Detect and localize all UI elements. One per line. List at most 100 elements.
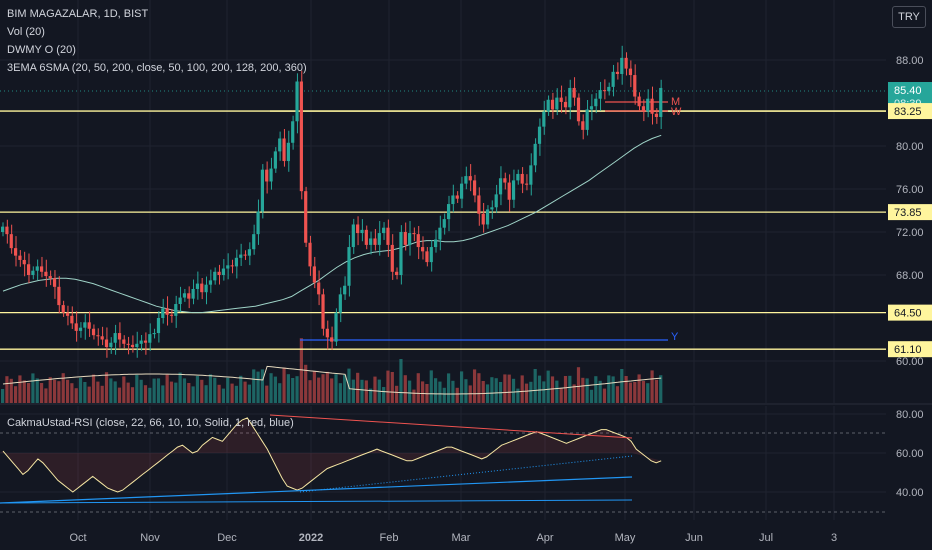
volume-bar (65, 379, 70, 403)
candle-body (126, 343, 130, 345)
volume-bar (624, 376, 628, 403)
candle-body (386, 227, 390, 245)
volume-bar (321, 374, 325, 403)
volume-bar (607, 375, 611, 403)
time-tick-label: May (615, 532, 636, 544)
volume-bar (338, 383, 342, 403)
volume-bar (459, 371, 464, 403)
volume-bar (239, 375, 243, 403)
candle-body (524, 183, 529, 185)
candle-body (507, 182, 511, 200)
candle-body (581, 121, 585, 130)
volume-bar (559, 388, 563, 403)
price-tick-label: 76.00 (896, 184, 924, 196)
volume-bar (542, 381, 546, 403)
m-label: M (671, 96, 680, 108)
volume-bar (325, 371, 329, 403)
volume-bar (126, 382, 130, 403)
rsi-indicator-title[interactable]: CakmaUstad-RSI (close, 22, 66, 10, 10, S… (7, 417, 294, 429)
candle-body (572, 87, 576, 98)
candle-body (187, 293, 191, 299)
level-tag: 73.85 (894, 207, 922, 219)
candle-body (282, 138, 286, 162)
volume-bar (57, 381, 61, 403)
candle-body (494, 194, 498, 208)
candle-body (130, 344, 135, 348)
candle-body (83, 322, 87, 328)
candle-body (247, 249, 252, 256)
w-label: W (671, 106, 682, 118)
candle-body (472, 180, 477, 196)
candle-body (637, 96, 641, 107)
ma-line (2, 134, 662, 314)
volume-bar (533, 369, 537, 403)
indicator-dwmy[interactable]: DWMY O (20) (7, 44, 76, 56)
volume-bar (524, 383, 529, 403)
candle-body (537, 126, 542, 144)
candlestick-series[interactable] (1, 45, 663, 358)
volume-bar (44, 388, 48, 403)
volume-bar (650, 370, 654, 403)
candle-body (70, 315, 74, 324)
candle-body (533, 143, 537, 166)
indicator-ema-sma[interactable]: 3EMA 6SMA (20, 50, 200, close, 50, 100, … (7, 62, 307, 74)
candle-body (48, 276, 52, 279)
candle-body (503, 178, 507, 183)
symbol-title[interactable]: BIM MAGAZALAR, 1D, BIST (7, 8, 149, 20)
volume-bar (234, 385, 239, 403)
candle-body (65, 312, 70, 316)
volume-bar (252, 369, 256, 403)
volume-bar (429, 370, 433, 403)
volume-bar (390, 372, 394, 403)
candle-body (273, 151, 277, 169)
candle-body (52, 278, 57, 287)
volume-bar (464, 379, 468, 403)
candle-body (477, 195, 481, 214)
time-tick-label: Nov (140, 532, 160, 544)
volume-bar (563, 376, 568, 403)
time-tick-label: Apr (536, 532, 553, 544)
volume-bar (442, 387, 446, 403)
volume-bar (269, 373, 273, 403)
candle-body (611, 71, 615, 87)
candle-body (317, 282, 321, 295)
candle-body (516, 173, 520, 181)
level-tag-bg (888, 341, 932, 358)
volume-bar (221, 388, 226, 403)
volume-bar (282, 367, 286, 403)
volume-bar (286, 374, 290, 403)
volume-bar (351, 379, 355, 403)
candle-body (243, 254, 247, 256)
indicator-vol[interactable]: Vol (20) (7, 26, 45, 38)
volume-bar (52, 379, 57, 403)
candle-body (399, 232, 403, 275)
candle-body (563, 101, 568, 108)
volume-bar (568, 375, 572, 403)
candle-body (78, 327, 83, 331)
candle-body (481, 213, 485, 225)
candle-body (620, 57, 624, 74)
candle-body (511, 180, 516, 200)
volume-bar (446, 373, 451, 403)
volume-bar (109, 378, 113, 403)
candle-body (1, 226, 5, 232)
candle-body (113, 333, 117, 343)
candle-body (208, 280, 213, 285)
volume-bar (74, 388, 78, 403)
volume-bar (70, 383, 74, 403)
candle-body (434, 239, 438, 248)
volume-bar (555, 380, 559, 403)
candle-body (109, 342, 113, 348)
candle-body (195, 283, 200, 289)
currency-button[interactable]: TRY (892, 6, 926, 28)
candle-body (555, 97, 559, 110)
volume-bar (18, 375, 22, 403)
volume-bar (83, 382, 87, 403)
volume-bar (161, 385, 165, 403)
price-tick-label: 72.00 (896, 227, 924, 239)
volume-bar (135, 374, 139, 403)
candle-body (421, 247, 425, 252)
horizontal-levels[interactable]: MW Y (0, 96, 886, 350)
